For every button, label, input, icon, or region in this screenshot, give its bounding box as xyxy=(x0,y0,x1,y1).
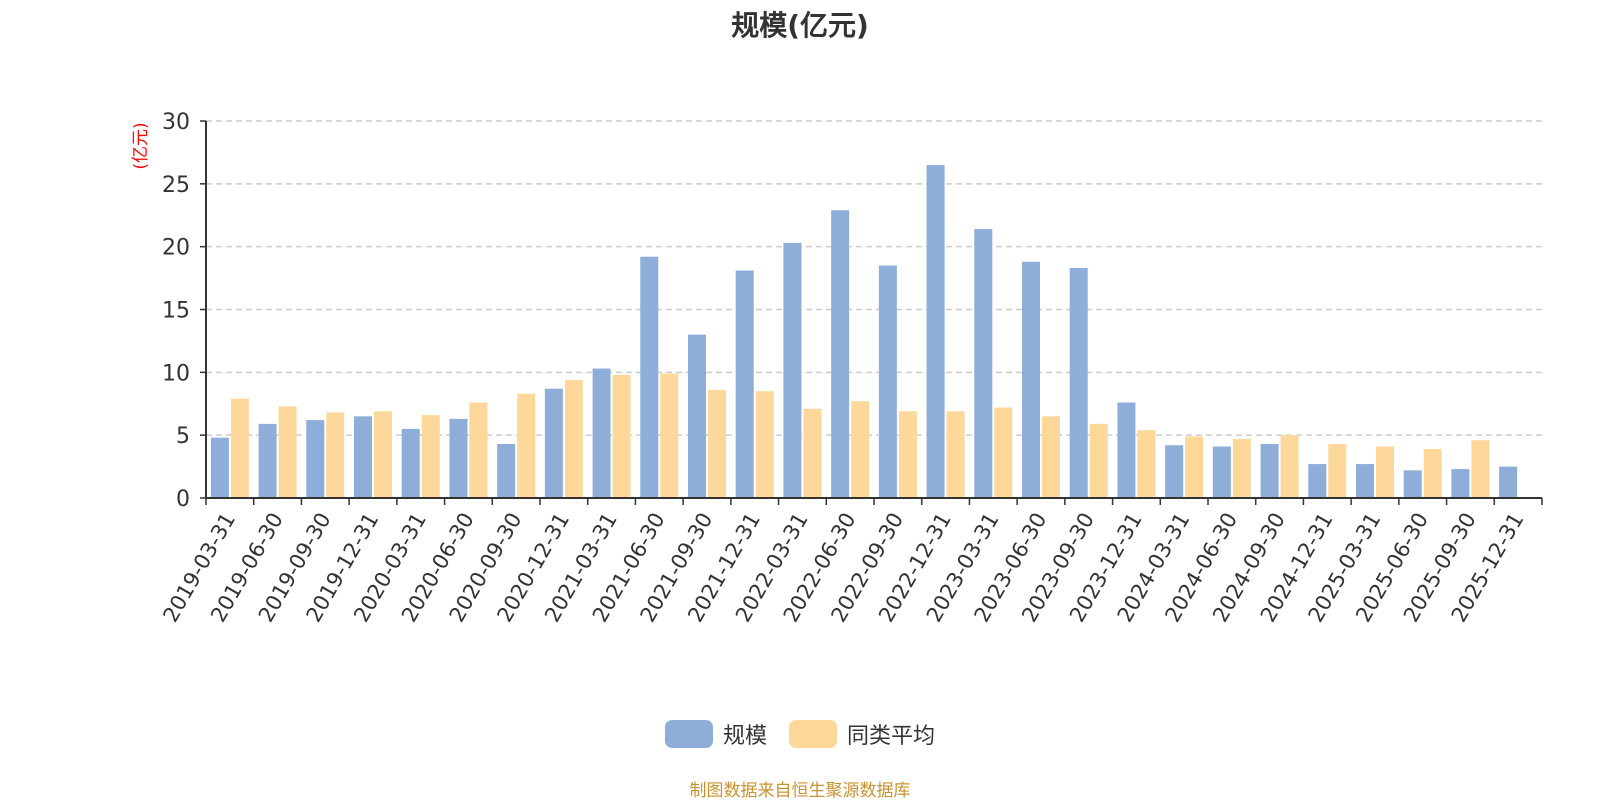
bar-peer-average xyxy=(374,411,392,498)
axes: 0510152025302019-03-312019-06-302019-09-… xyxy=(158,110,1543,626)
y-tick-label: 0 xyxy=(176,487,190,512)
bar-scale xyxy=(592,368,611,498)
legend: 规模 同类平均 xyxy=(0,718,1600,750)
bar-peer-average xyxy=(994,407,1013,498)
bar-peer-average xyxy=(946,411,965,498)
bar-scale xyxy=(688,334,706,498)
bar-peer-average xyxy=(1042,416,1060,498)
bar-scale xyxy=(306,420,325,498)
bar-scale xyxy=(401,428,420,498)
bar-peer-average xyxy=(851,401,870,498)
y-tick-label: 15 xyxy=(162,299,190,324)
bar-scale xyxy=(258,423,277,498)
y-axis-title: (亿元) xyxy=(131,122,151,169)
legend-item-scale[interactable]: 规模 xyxy=(664,718,767,750)
bar-scale xyxy=(1308,464,1327,498)
bar-scale xyxy=(831,210,850,498)
bar-scale xyxy=(640,256,659,498)
bar-scale xyxy=(1165,445,1184,498)
bar-scale xyxy=(1260,443,1279,498)
bar-peer-average xyxy=(803,408,822,498)
bar-scale xyxy=(735,270,754,498)
bar-scale xyxy=(210,437,229,498)
y-tick-label: 25 xyxy=(162,173,190,198)
bar-scale xyxy=(544,388,563,498)
bars xyxy=(210,164,1518,498)
bar-peer-average xyxy=(1280,435,1299,498)
legend-swatch-peer-average xyxy=(789,720,837,748)
bar-peer-average xyxy=(1376,446,1394,498)
bar-scale xyxy=(354,416,372,498)
bar-peer-average xyxy=(1089,423,1108,498)
bar-peer-average xyxy=(326,412,345,498)
bar-scale xyxy=(1403,470,1422,498)
bar-peer-average xyxy=(421,415,440,498)
chart-title: 规模(亿元) xyxy=(731,9,869,42)
bar-peer-average xyxy=(1232,438,1251,498)
bar-peer-average xyxy=(898,411,917,498)
bar-peer-average xyxy=(1423,448,1442,498)
source-note: 制图数据来自恒生聚源数据库 xyxy=(689,781,911,801)
bar-peer-average xyxy=(469,402,488,498)
bar-scale xyxy=(449,418,468,498)
bar-scale xyxy=(974,229,993,498)
bar-scale xyxy=(926,164,945,498)
y-tick-label: 5 xyxy=(176,424,190,449)
legend-swatch-scale xyxy=(664,720,713,748)
bar-peer-average xyxy=(564,379,583,498)
legend-item-peer-average[interactable]: 同类平均 xyxy=(789,718,935,750)
bar-peer-average xyxy=(1471,440,1490,498)
legend-label-peer-average: 同类平均 xyxy=(847,724,936,749)
y-tick-label: 10 xyxy=(162,361,190,386)
bar-scale xyxy=(1022,261,1040,498)
y-tick-label: 30 xyxy=(162,110,190,135)
y-tick-label: 20 xyxy=(162,236,190,261)
bar-peer-average xyxy=(230,398,249,498)
bar-peer-average xyxy=(755,391,774,498)
bar-scale xyxy=(1117,402,1136,498)
bar-peer-average xyxy=(1328,443,1347,498)
bar-peer-average xyxy=(278,406,297,498)
bar-scale xyxy=(1212,446,1231,498)
grid-lines xyxy=(206,120,1542,436)
bar-scale xyxy=(1069,268,1088,498)
bar-scale xyxy=(497,443,516,498)
bar-scale xyxy=(1499,466,1518,498)
bar-peer-average xyxy=(517,393,536,498)
bar-scale xyxy=(1451,469,1470,498)
bar-peer-average xyxy=(708,389,726,498)
bar-peer-average xyxy=(660,373,679,498)
bar-scale xyxy=(878,265,897,498)
bar-scale xyxy=(1356,464,1374,498)
bar-scale xyxy=(783,242,802,498)
bar-peer-average xyxy=(1185,436,1204,498)
bar-peer-average xyxy=(1137,430,1156,498)
legend-label-scale: 规模 xyxy=(722,724,767,749)
bar-peer-average xyxy=(612,374,631,498)
